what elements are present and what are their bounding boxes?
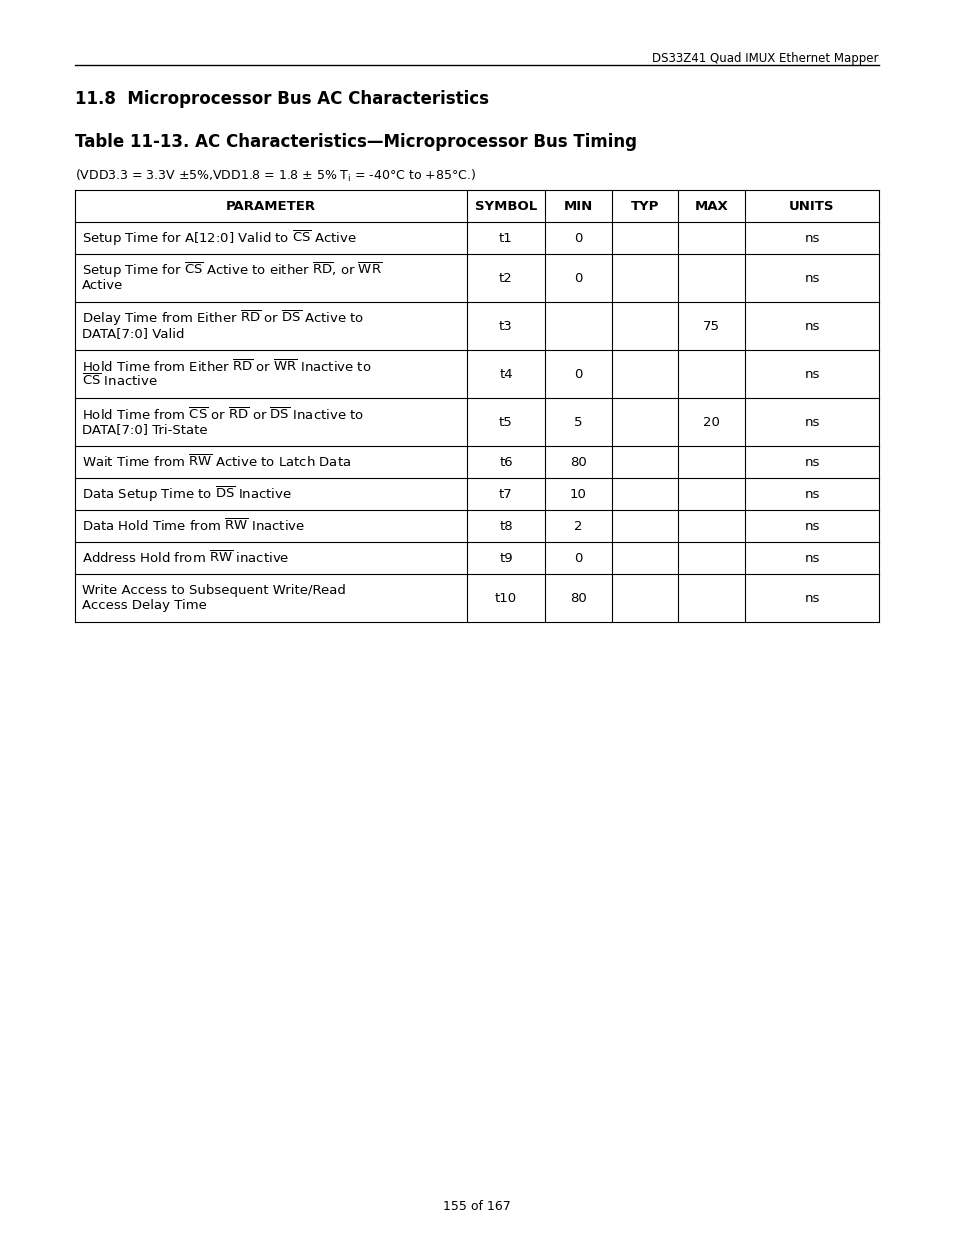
Text: ns: ns [803,520,819,532]
Text: 155 of 167: 155 of 167 [442,1200,511,1213]
Text: Wait Time from $\overline{\mathrm{RW}}$ Active to Latch Data: Wait Time from $\overline{\mathrm{RW}}$ … [82,454,351,471]
Text: ns: ns [803,231,819,245]
Text: Active: Active [82,279,123,291]
Text: DATA[7:0] Tri-State: DATA[7:0] Tri-State [82,422,208,436]
Text: 20: 20 [702,415,720,429]
Text: 0: 0 [574,552,582,564]
Text: Data Setup Time to $\overline{\mathrm{DS}}$ Inactive: Data Setup Time to $\overline{\mathrm{DS… [82,484,292,504]
Text: Table 11-13. AC Characteristics—Microprocessor Bus Timing: Table 11-13. AC Characteristics—Micropro… [75,133,637,151]
Text: $\overline{\mathrm{CS}}$ Inactive: $\overline{\mathrm{CS}}$ Inactive [82,373,157,389]
Text: ns: ns [803,368,819,380]
Text: Hold Time from $\overline{\mathrm{CS}}$ or $\overline{\mathrm{RD}}$ or $\overlin: Hold Time from $\overline{\mathrm{CS}}$ … [82,406,364,422]
Text: 11.8  Microprocessor Bus AC Characteristics: 11.8 Microprocessor Bus AC Characteristi… [75,90,489,107]
Text: t5: t5 [498,415,513,429]
Text: PARAMETER: PARAMETER [226,200,315,212]
Text: t7: t7 [498,488,513,500]
Text: TYP: TYP [630,200,659,212]
Text: ns: ns [803,552,819,564]
Text: 80: 80 [570,592,586,604]
Text: t8: t8 [498,520,513,532]
Text: DATA[7:0] Valid: DATA[7:0] Valid [82,327,184,340]
Text: SYMBOL: SYMBOL [475,200,537,212]
Text: (VDD3.3 = 3.3V $\pm$5%,VDD1.8 = 1.8 $\pm$ 5% T$_\mathrm{i}$ = -40°C to +85°C.): (VDD3.3 = 3.3V $\pm$5%,VDD1.8 = 1.8 $\pm… [75,168,476,184]
Text: ns: ns [803,456,819,468]
Text: Address Hold from $\overline{\mathrm{RW}}$ inactive: Address Hold from $\overline{\mathrm{RW}… [82,550,289,566]
Text: 0: 0 [574,272,582,284]
Text: t3: t3 [498,320,513,332]
Text: 10: 10 [570,488,586,500]
Text: UNITS: UNITS [788,200,834,212]
Text: 2: 2 [574,520,582,532]
Text: 5: 5 [574,415,582,429]
Text: MIN: MIN [563,200,593,212]
Text: ns: ns [803,592,819,604]
Text: 75: 75 [702,320,720,332]
Text: ns: ns [803,272,819,284]
Text: Setup Time for $\overline{\mathrm{CS}}$ Active to either $\overline{\mathrm{RD}}: Setup Time for $\overline{\mathrm{CS}}$ … [82,261,382,280]
Text: t9: t9 [498,552,513,564]
Text: 80: 80 [570,456,586,468]
Text: Write Access to Subsequent Write/Read: Write Access to Subsequent Write/Read [82,584,346,598]
Text: ns: ns [803,320,819,332]
Text: t1: t1 [498,231,513,245]
Text: Data Hold Time from $\overline{\mathrm{RW}}$ Inactive: Data Hold Time from $\overline{\mathrm{R… [82,517,305,534]
Text: 0: 0 [574,368,582,380]
Text: ns: ns [803,415,819,429]
Text: Delay Time from Either $\overline{\mathrm{RD}}$ or $\overline{\mathrm{DS}}$ Acti: Delay Time from Either $\overline{\mathr… [82,309,364,329]
Text: t6: t6 [498,456,513,468]
Text: 0: 0 [574,231,582,245]
Text: ns: ns [803,488,819,500]
Text: MAX: MAX [694,200,727,212]
Text: t2: t2 [498,272,513,284]
Text: Hold Time from Either $\overline{\mathrm{RD}}$ or $\overline{\mathrm{WR}}$ Inact: Hold Time from Either $\overline{\mathrm… [82,358,371,374]
Text: Setup Time for A[12:0] Valid to $\overline{\mathrm{CS}}$ Active: Setup Time for A[12:0] Valid to $\overli… [82,228,356,248]
Text: Access Delay Time: Access Delay Time [82,599,207,611]
Text: t4: t4 [498,368,513,380]
Text: DS33Z41 Quad IMUX Ethernet Mapper: DS33Z41 Quad IMUX Ethernet Mapper [652,52,878,65]
Text: t10: t10 [495,592,517,604]
